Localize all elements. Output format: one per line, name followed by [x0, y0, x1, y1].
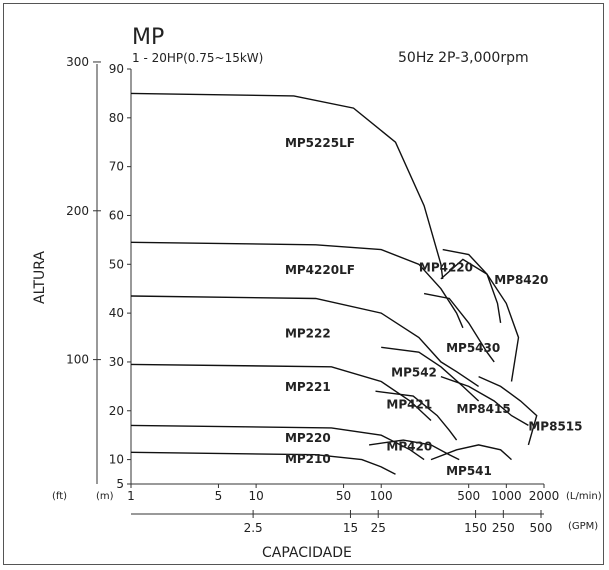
curve-label-mp8420: MP8420 [494, 273, 548, 287]
y-ft-tick-label: 100 [66, 353, 89, 367]
y-ft-unit: (ft) [52, 491, 67, 502]
curve-labels: MP5225LF MP4220LF MP222 MP221 MP220 MP210 MP42… [285, 136, 583, 478]
curve-label-mp5225lf: MP5225LF [285, 136, 355, 150]
y-axis-label: ALTURA [32, 251, 48, 304]
curve-label-mp541: MP541 [446, 464, 492, 478]
chart-condition: 50Hz 2P-3,000rpm [398, 50, 529, 66]
curve-mp222 [130, 295, 479, 387]
curve-label-mp210: MP210 [285, 452, 331, 466]
chart-subtitle: 1 - 20HP(0.75~15kW) [132, 51, 263, 65]
performance-curves [130, 92, 538, 475]
x-gpm-tick-label: 500 [530, 521, 553, 535]
x-lpm-tick-label: 50 [336, 489, 351, 503]
curve-label-mp4220: MP4220 [419, 261, 473, 275]
x-axis-label: CAPACIDADE [262, 545, 352, 561]
chart-title: MP [132, 25, 164, 50]
y-m-tick-label: 60 [109, 208, 124, 222]
y-ft-tick-label: 300 [66, 55, 89, 69]
curve-label-mp420: MP420 [386, 439, 432, 453]
curve-label-mp542: MP542 [391, 366, 437, 380]
curve-mp221 [130, 363, 432, 422]
curve-label-mp222: MP222 [285, 327, 331, 341]
x-gpm-tick-label: 250 [492, 521, 515, 535]
chart-frame: MP 1 - 20HP(0.75~15kW) 50Hz 2P-3,000rpm … [3, 3, 604, 565]
x-gpm-tick-label: 150 [464, 521, 487, 535]
x-gpm-tick-label: 2.5 [244, 521, 263, 535]
curve-mp541 [430, 444, 512, 461]
x-lpm-tick-label: 100 [370, 489, 393, 503]
curve-mp5225lf [130, 92, 444, 279]
curve-mp8515 [478, 375, 538, 446]
curve-mp5430 [423, 292, 495, 363]
curve-mp542 [381, 346, 480, 402]
y-m-tick-label: 5 [116, 477, 124, 491]
y-m-tick-label: 40 [109, 306, 124, 320]
curve-mp220 [130, 424, 425, 461]
x-gpm-tick-label: 15 [343, 521, 358, 535]
curve-mp4220lf [130, 241, 464, 329]
curve-label-mp221: MP221 [285, 380, 331, 394]
curve-label-mp4220lf: MP4220LF [285, 263, 355, 277]
y-m-tick-label: 20 [109, 404, 124, 418]
curve-mp210 [130, 451, 396, 475]
y-m-unit: (m) [96, 491, 114, 502]
curve-label-mp421: MP421 [386, 397, 432, 411]
x-lpm-unit: (L/min) [566, 491, 602, 502]
y-m-tick-label: 50 [109, 257, 124, 271]
curve-label-mp5430: MP5430 [446, 341, 500, 355]
curve-label-mp220: MP220 [285, 431, 331, 445]
curve-label-mp8415: MP8415 [457, 402, 511, 416]
x-lpm-tick-label: 10 [248, 489, 263, 503]
curve-mp420 [369, 439, 460, 461]
x-gpm-tick-label: 25 [371, 521, 386, 535]
curve-mp421 [375, 390, 458, 441]
curve-mp8415 [440, 375, 529, 427]
x-lpm-tick-label: 1000 [491, 489, 522, 503]
y-m-tick-label: 70 [109, 160, 124, 174]
y-m-tick-label: 80 [109, 111, 124, 125]
x-lpm-tick-label: 500 [457, 489, 480, 503]
y-m-tick-label: 90 [109, 62, 124, 76]
x-lpm-tick-label: 2000 [529, 489, 560, 503]
y-m-tick-label: 10 [109, 453, 124, 467]
y-m-tick-label: 30 [109, 355, 124, 369]
x-lpm-tick-label: 1 [127, 489, 135, 503]
x-gpm-unit: (GPM) [568, 521, 598, 532]
curve-mp8420 [440, 258, 520, 382]
curve-label-mp8515: MP8515 [528, 419, 582, 433]
pump-performance-chart: MP 1 - 20HP(0.75~15kW) 50Hz 2P-3,000rpm … [32, 25, 602, 561]
y-ft-tick-label: 200 [66, 204, 89, 218]
x-lpm-tick-label: 5 [215, 489, 223, 503]
